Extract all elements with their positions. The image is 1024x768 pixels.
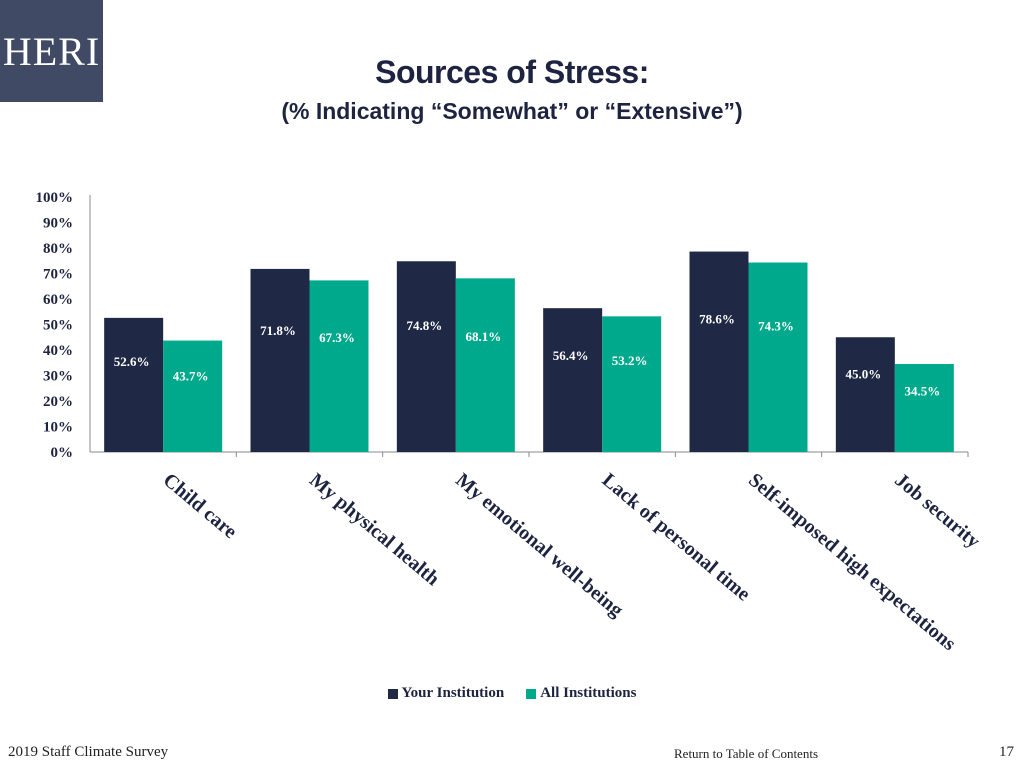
data-label: 43.7%: [173, 369, 209, 384]
data-label: 34.5%: [904, 384, 940, 399]
y-tick-label: 100%: [36, 190, 74, 206]
data-label: 78.6%: [699, 312, 735, 327]
bar-your-institution: [835, 337, 895, 452]
bar-your-institution: [543, 308, 603, 452]
legend-item-your-institution: Your Institution: [387, 685, 505, 702]
data-label: 68.1%: [465, 329, 501, 344]
y-tick-label: 60%: [43, 292, 73, 308]
bar-your-institution: [104, 317, 164, 452]
bar-chart: 0% 10% 20% 30% 40% 50% 60% 70% 80% 90% 100% 52.6% 43…: [36, 190, 985, 655]
bar-all-institutions: [602, 316, 662, 452]
heri-logo: HERI: [0, 0, 103, 102]
bar-your-institution: [689, 251, 749, 452]
y-tick-label: 30%: [43, 369, 73, 385]
y-tick-label: 40%: [43, 343, 73, 359]
y-tick-label: 80%: [43, 241, 73, 257]
bar-your-institution: [250, 268, 310, 452]
bar-all-institutions: [455, 278, 515, 452]
y-tick-label: 20%: [43, 394, 73, 410]
y-tick-label: 10%: [43, 420, 73, 436]
data-label: 71.8%: [260, 323, 296, 338]
x-tick-label: Lack of personal time: [598, 469, 755, 606]
bar-your-institution: [396, 261, 456, 452]
legend-item-all-institutions: All Institutions: [526, 685, 636, 702]
data-label: 74.3%: [758, 319, 794, 334]
legend-label-your-institution: Your Institution: [401, 685, 505, 701]
chart-title: Sources of Stress:: [375, 54, 649, 90]
x-tick-label: My physical health: [305, 469, 443, 590]
page-number: 17: [999, 744, 1014, 760]
footer-survey-name: 2019 Staff Climate Survey: [8, 744, 169, 760]
return-to-toc-link[interactable]: Return to Table of Contents: [674, 746, 818, 761]
data-label: 45.0%: [845, 367, 881, 382]
y-tick-label: 70%: [43, 267, 73, 283]
data-label: 67.3%: [319, 330, 355, 345]
y-tick-label: 50%: [43, 318, 73, 334]
y-tick-label: 0%: [51, 445, 74, 461]
x-tick-label: Child care: [159, 469, 241, 543]
data-label: 74.8%: [406, 318, 442, 333]
x-tick-label: My emotional well-being: [451, 469, 627, 622]
bar-all-institutions: [748, 262, 808, 452]
legend: Your Institution All Institutions: [0, 685, 1024, 702]
logo-text: HERI: [2, 28, 101, 74]
bar-all-institutions: [894, 364, 954, 452]
legend-swatch-all-institutions: [526, 688, 537, 699]
y-tick-label: 90%: [43, 216, 73, 232]
chart-subtitle: (% Indicating “Somewhat” or “Extensive”): [281, 98, 743, 124]
x-tick-label: Job security: [890, 469, 984, 553]
bar-all-institutions: [163, 340, 223, 452]
legend-swatch-your-institution: [387, 688, 398, 699]
data-label: 53.2%: [612, 353, 648, 368]
bar-all-institutions: [309, 280, 369, 452]
data-label: 56.4%: [553, 348, 589, 363]
data-label: 52.6%: [114, 354, 150, 369]
legend-label-all-institutions: All Institutions: [540, 685, 637, 701]
